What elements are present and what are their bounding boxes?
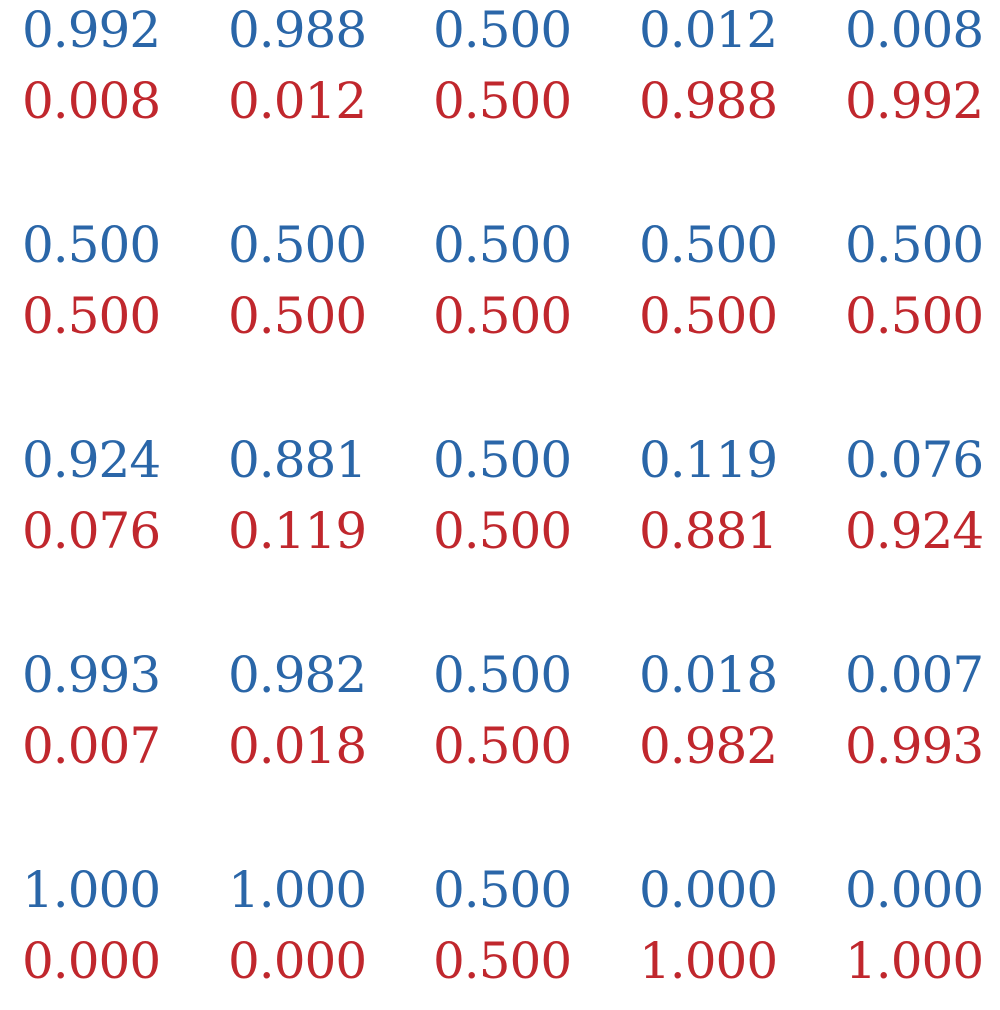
value-pair-cell: 0.992 0.008 — [22, 0, 192, 150]
bottom-value: 0.007 — [22, 717, 161, 775]
top-value: 0.012 — [639, 1, 778, 59]
top-value: 1.000 — [228, 861, 367, 919]
bottom-value: 0.500 — [433, 502, 572, 560]
bottom-value: 0.000 — [228, 932, 367, 990]
value-pair-cell: 0.500 0.500 — [433, 645, 603, 795]
value-pair-cell: 1.000 0.000 — [22, 860, 192, 1010]
value-pair-cell: 0.924 0.076 — [22, 430, 192, 580]
value-pair-cell: 0.988 0.012 — [228, 0, 398, 150]
value-pair-cell: 0.076 0.924 — [845, 430, 1000, 580]
bottom-value: 0.500 — [228, 287, 367, 345]
bottom-value: 1.000 — [639, 932, 778, 990]
top-value: 0.076 — [845, 431, 984, 489]
bottom-value: 0.924 — [845, 502, 984, 560]
bottom-value: 0.500 — [845, 287, 984, 345]
bottom-value: 0.500 — [433, 72, 572, 130]
value-pair-cell: 0.500 0.500 — [639, 215, 809, 365]
bottom-value: 0.500 — [639, 287, 778, 345]
top-value: 0.500 — [433, 1, 572, 59]
value-pair-cell: 0.500 0.500 — [433, 430, 603, 580]
value-pair-cell: 0.000 1.000 — [639, 860, 809, 1010]
top-value: 0.000 — [845, 861, 984, 919]
bottom-value: 0.500 — [433, 717, 572, 775]
bottom-value: 0.076 — [22, 502, 161, 560]
value-pair-cell: 0.500 0.500 — [433, 860, 603, 1010]
bottom-value: 0.500 — [433, 932, 572, 990]
top-value: 0.500 — [845, 216, 984, 274]
top-value: 0.119 — [639, 431, 778, 489]
bottom-value: 0.988 — [639, 72, 778, 130]
value-pair-cell: 0.500 0.500 — [433, 215, 603, 365]
top-value: 0.500 — [433, 861, 572, 919]
value-pair-cell: 1.000 0.000 — [228, 860, 398, 1010]
top-value: 0.988 — [228, 1, 367, 59]
bottom-value: 0.119 — [228, 502, 367, 560]
top-value: 0.500 — [22, 216, 161, 274]
top-value: 0.008 — [845, 1, 984, 59]
top-value: 0.992 — [22, 1, 161, 59]
value-pair-cell: 0.993 0.007 — [22, 645, 192, 795]
value-pair-cell: 0.119 0.881 — [639, 430, 809, 580]
top-value: 0.500 — [228, 216, 367, 274]
value-pair-cell: 0.000 1.000 — [845, 860, 1000, 1010]
top-value: 0.500 — [433, 216, 572, 274]
bottom-value: 0.012 — [228, 72, 367, 130]
top-value: 0.993 — [22, 646, 161, 704]
bottom-value: 0.881 — [639, 502, 778, 560]
value-pair-cell: 0.500 0.500 — [22, 215, 192, 365]
value-pair-cell: 0.500 0.500 — [845, 215, 1000, 365]
top-value: 0.881 — [228, 431, 367, 489]
value-pair-cell: 0.500 0.500 — [228, 215, 398, 365]
value-pair-cell: 0.982 0.018 — [228, 645, 398, 795]
bottom-value: 0.982 — [639, 717, 778, 775]
top-value: 0.500 — [433, 431, 572, 489]
bottom-value: 0.992 — [845, 72, 984, 130]
bottom-value: 0.008 — [22, 72, 161, 130]
value-pair-cell: 0.008 0.992 — [845, 0, 1000, 150]
bottom-value: 1.000 — [845, 932, 984, 990]
bottom-value: 0.018 — [228, 717, 367, 775]
bottom-value: 0.993 — [845, 717, 984, 775]
value-pair-cell: 0.007 0.993 — [845, 645, 1000, 795]
bottom-value: 0.000 — [22, 932, 161, 990]
top-value: 0.924 — [22, 431, 161, 489]
top-value: 0.500 — [433, 646, 572, 704]
top-value: 0.982 — [228, 646, 367, 704]
value-pair-cell: 0.018 0.982 — [639, 645, 809, 795]
top-value: 0.500 — [639, 216, 778, 274]
top-value: 0.000 — [639, 861, 778, 919]
top-value: 0.007 — [845, 646, 984, 704]
top-value: 1.000 — [22, 861, 161, 919]
value-pair-cell: 0.500 0.500 — [433, 0, 603, 150]
value-pair-cell: 0.012 0.988 — [639, 0, 809, 150]
bottom-value: 0.500 — [22, 287, 161, 345]
value-pair-cell: 0.881 0.119 — [228, 430, 398, 580]
top-value: 0.018 — [639, 646, 778, 704]
bottom-value: 0.500 — [433, 287, 572, 345]
